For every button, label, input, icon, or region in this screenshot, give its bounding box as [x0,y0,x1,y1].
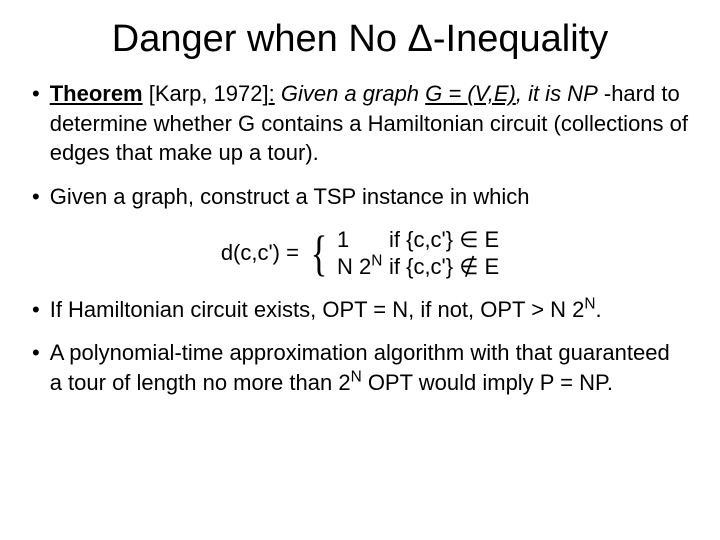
bullet-body: If Hamiltonian circuit exists, OPT = N, … [50,295,688,325]
approx-sup-1: N [351,369,362,386]
bullet-construct: • Given a graph, construct a TSP instanc… [32,182,688,212]
bullet-approx: • A polynomial-time approximation algori… [32,338,688,397]
bullet-body: Given a graph, construct a TSP instance … [50,182,688,212]
piecewise-row-1: 1 if {c,c'} ∈ E [337,226,499,254]
piecewise-row-2: N 2N if {c,c'} ∉ E [337,253,499,281]
piecewise-lhs: d(c,c') = [221,240,299,266]
piecewise-row1-left: 1 [337,226,389,254]
bullet-body: Theorem [Karp, 1972]: Given a graph G = … [50,79,688,168]
piecewise-definition: d(c,c') = { 1 if {c,c'} ∈ E N 2N if {c,c… [32,226,688,281]
piecewise-row1-right: if {c,c'} ∈ E [389,226,499,254]
piecewise-rows: 1 if {c,c'} ∈ E N 2N if {c,c'} ∉ E [337,226,499,281]
bullet-list: • Theorem [Karp, 1972]: Given a graph G … [32,79,688,212]
theorem-given-suffix: , it is NP [516,81,598,106]
theorem-graph-def: G = (V,E) [425,81,516,106]
approx-text-2: OPT would imply P = NP. [362,370,613,395]
bullet-dot-icon: • [32,182,40,212]
bullet-list-2: • If Hamiltonian circuit exists, OPT = N… [32,295,688,398]
bullet-dot-icon: • [32,295,40,325]
opt-text-2: . [596,297,602,322]
bullet-body: A polynomial-time approximation algorith… [50,338,688,397]
slide-title: Danger when No Δ-Inequality [32,18,688,61]
theorem-citation: [Karp, 1972] [143,81,269,106]
bullet-theorem: • Theorem [Karp, 1972]: Given a graph G … [32,79,688,168]
bullet-dot-icon: • [32,79,40,109]
piecewise-row2-right: if {c,c'} ∉ E [389,253,499,281]
theorem-given-prefix: Given a graph [275,81,425,106]
piecewise-row2-left: N 2N [337,253,389,281]
construct-text: Given a graph, construct a TSP instance … [50,184,530,209]
brace-icon: { [311,233,328,273]
bullet-dot-icon: • [32,338,40,368]
opt-sup: N [584,295,595,312]
bullet-opt: • If Hamiltonian circuit exists, OPT = N… [32,295,688,325]
slide-title-text: Danger when No Δ-Inequality [112,18,608,60]
opt-text-1: If Hamiltonian circuit exists, OPT = N, … [50,297,585,322]
theorem-label: Theorem [50,81,143,106]
